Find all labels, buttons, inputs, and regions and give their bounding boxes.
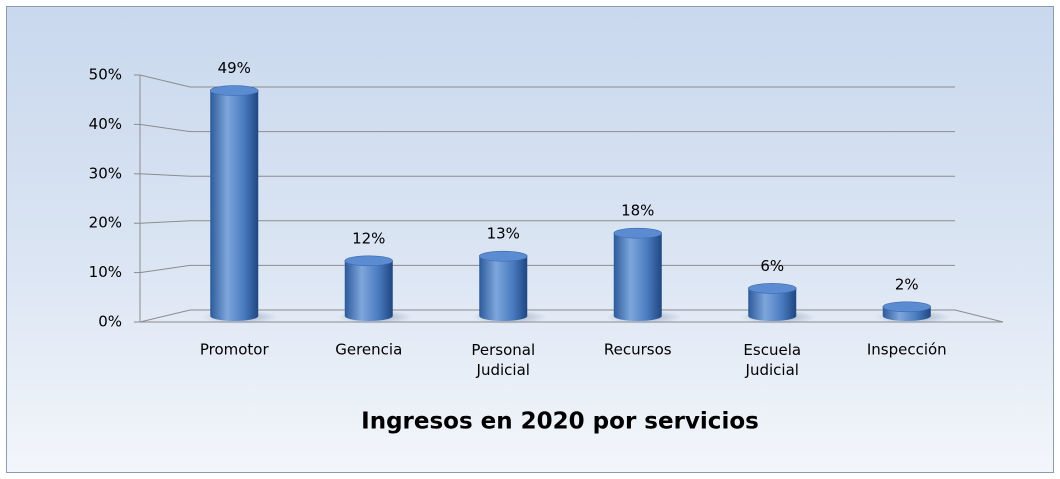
x-tick-label-line: Personal — [471, 341, 535, 359]
y-tick-label: 50% — [89, 66, 122, 84]
chart-title: Ingresos en 2020 por servicios — [361, 409, 759, 435]
grid-line — [139, 74, 955, 88]
x-tick-label: Personal Judicial — [471, 341, 535, 379]
y-tick-label: 20% — [89, 214, 122, 232]
chart-background — [6, 6, 1054, 473]
y-tick-label: 40% — [89, 115, 122, 133]
grid-line — [139, 173, 955, 177]
x-tick-label: Inspección — [867, 341, 947, 359]
bar-top — [613, 227, 663, 239]
x-tick-label: Recursos — [604, 341, 672, 359]
y-tick-label: 0% — [98, 313, 122, 331]
x-tick-label-line: Escuela — [743, 341, 801, 359]
grid-line — [139, 264, 955, 274]
bar-top — [209, 85, 259, 96]
value-label: 12% — [352, 229, 385, 247]
bar — [882, 306, 931, 321]
value-label: 6% — [760, 257, 784, 275]
bar — [479, 256, 528, 321]
bar-top — [747, 283, 797, 294]
x-tick-label: Gerencia — [335, 341, 402, 359]
x-tick-label-line: Judicial — [476, 361, 530, 379]
y-tick-label: 30% — [89, 164, 122, 182]
grid-line — [139, 220, 955, 224]
value-label: 49% — [218, 59, 251, 77]
x-tick-label: Escuela Judicial — [743, 341, 801, 379]
value-label: 2% — [895, 275, 919, 293]
value-label: 18% — [621, 202, 654, 220]
bar-top — [478, 250, 528, 262]
bar — [613, 233, 662, 321]
y-tick-label: 10% — [89, 263, 122, 281]
x-tick-label: Promotor — [200, 341, 270, 359]
bar-top — [344, 255, 394, 267]
bar-top — [882, 301, 932, 313]
bar — [748, 288, 797, 321]
grid-line — [139, 123, 955, 133]
x-tick-label-line: Judicial — [745, 361, 799, 379]
floor — [139, 309, 1004, 323]
value-label: 13% — [487, 225, 520, 243]
bar — [210, 90, 259, 321]
bar — [344, 260, 393, 321]
